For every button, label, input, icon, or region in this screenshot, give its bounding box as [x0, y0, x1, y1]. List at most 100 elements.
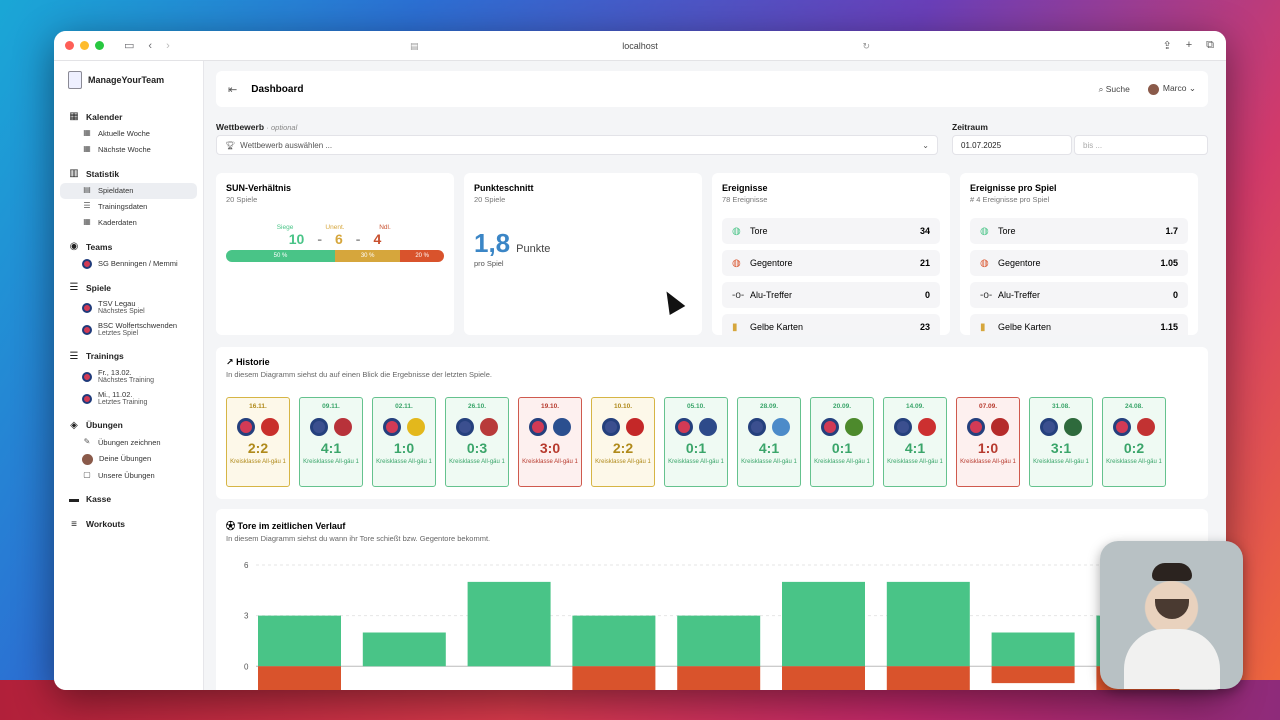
- epg-title: Ereignisse pro Spiel: [970, 183, 1057, 193]
- chevron-down-icon: ⌄: [922, 140, 929, 150]
- avatar: [82, 453, 93, 465]
- sidebar-item[interactable]: ▢ Unsere Übungen: [60, 468, 197, 484]
- event-label: Gelbe Karten: [998, 322, 1052, 332]
- game-card[interactable]: 26.10. 0:3 Kreisklasse All-gäu 1: [445, 397, 509, 487]
- share-icon[interactable]: ⇪: [1162, 40, 1172, 52]
- sidebar-section-7[interactable]: ≡ Workouts: [60, 515, 197, 534]
- back-icon[interactable]: ‹: [148, 39, 153, 52]
- avatar: [1147, 83, 1159, 95]
- search-button[interactable]: ⌕ Suche: [1099, 84, 1130, 95]
- opponent-crest-icon: [1064, 418, 1082, 436]
- zoom-window-button[interactable]: [95, 41, 104, 50]
- calendar-week-icon: ▦: [83, 144, 91, 153]
- losses-segment: 20 %: [400, 250, 444, 262]
- sidebar-item[interactable]: TSV Legau Nächstes Spiel: [60, 297, 197, 319]
- game-card[interactable]: 09.11. 4:1 Kreisklasse All-gäu 1: [299, 397, 363, 487]
- address-bar[interactable]: ▤ localhost ↻: [404, 37, 876, 55]
- tabs-overview-icon[interactable]: ⧉: [1206, 39, 1214, 51]
- home-crest-icon: [456, 418, 474, 436]
- sidebar-item[interactable]: ✎ Übungen zeichnen: [60, 435, 197, 451]
- search-icon: ⌕: [1098, 83, 1104, 94]
- game-card[interactable]: 14.09. 4:1 Kreisklasse All-gäu 1: [883, 397, 947, 487]
- reload-icon[interactable]: ↻: [862, 40, 870, 51]
- training-icon: ☰: [83, 201, 91, 210]
- event-value: 34: [919, 226, 930, 236]
- collapse-sidebar-icon[interactable]: ⇤: [228, 83, 238, 96]
- sidebar-item-label: TSV Legau: [98, 299, 136, 308]
- sidebar-item[interactable]: Deine Übungen: [60, 451, 197, 468]
- competition-select[interactable]: 🏆︎ Wettbewerb auswählen ... ⌄: [216, 135, 938, 155]
- sidebar-section-4[interactable]: ☰ Trainings: [60, 347, 197, 366]
- forward-icon[interactable]: ›: [166, 39, 170, 52]
- game-card[interactable]: 24.08. 0:2 Kreisklasse All-gäu 1: [1102, 397, 1166, 487]
- goals-chart-panel: ⚽︎ Tore im zeitlichen Verlauf In diesem …: [216, 509, 1208, 690]
- sidebar-item[interactable]: ▤ Spieldaten: [60, 183, 197, 199]
- draws-segment: 30 %: [335, 250, 401, 262]
- game-league: Kreisklasse All-gäu 1: [303, 459, 359, 465]
- goals-bar: [782, 581, 865, 667]
- sidebar-item[interactable]: ☰ Trainingsdaten: [60, 199, 197, 215]
- game-date: 28.09.: [759, 403, 779, 410]
- app-logo[interactable]: ManageYourTeam: [60, 71, 197, 101]
- sidebar-item-label: BSC Wolfertschwenden: [98, 320, 178, 330]
- game-card[interactable]: 19.10. 3:0 Kreisklasse All-gäu 1: [518, 397, 582, 487]
- user-name: Marco: [1162, 83, 1187, 94]
- separator: -: [355, 231, 361, 247]
- browser-window: ▭ ‹ › ▤ localhost ↻ ⇪ + ⧉ ManageYourTeam…: [54, 31, 1226, 690]
- minimize-window-button[interactable]: [80, 41, 89, 50]
- sidebar-item[interactable]: ▦ Nächste Woche: [60, 142, 197, 158]
- game-card[interactable]: 31.08. 3:1 Kreisklasse All-gäu 1: [1029, 397, 1093, 487]
- event-value: 1.7: [1165, 226, 1178, 236]
- goals-bar: [677, 615, 761, 667]
- main-content: ⇤ Dashboard ⌕ Suche Marco ⌄ Wettbewerb ·…: [204, 61, 1226, 690]
- game-card[interactable]: 05.10. 0:1 Kreisklasse All-gäu 1: [664, 397, 728, 487]
- new-tab-icon[interactable]: +: [1185, 39, 1193, 51]
- events-sub: 78 Ereignisse: [722, 195, 768, 204]
- sidebar-item[interactable]: Mi., 11.02. Letztes Training: [60, 388, 197, 410]
- sidebar-section-5[interactable]: ◈ Übungen: [60, 416, 197, 435]
- event-value: 0: [1172, 290, 1178, 300]
- sidebar-item[interactable]: BSC Wolfertschwenden Letztes Spiel: [60, 319, 197, 341]
- event-row: ◍ Tore 1.7: [970, 218, 1188, 244]
- game-card[interactable]: 07.09. 1:0 Kreisklasse All-gäu 1: [956, 397, 1020, 487]
- game-card[interactable]: 28.09. 4:1 Kreisklasse All-gäu 1: [737, 397, 801, 487]
- workout-icon: ≡: [71, 518, 77, 530]
- opponent-crest-icon: [626, 418, 644, 436]
- opponent-crest-icon: [407, 418, 425, 436]
- trophy-icon: 🏆︎: [225, 140, 236, 150]
- event-row: ▮ Gelbe Karten 1.15: [970, 314, 1188, 335]
- game-card[interactable]: 02.11. 1:0 Kreisklasse All-gäu 1: [372, 397, 436, 487]
- sidebar-section-0[interactable]: ▦ Kalender: [60, 107, 197, 126]
- sidebar-section-6[interactable]: ▬ Kasse: [60, 490, 197, 509]
- events-per-game-card: Ereignisse pro Spiel # 4 Ereignisse pro …: [960, 173, 1198, 335]
- game-score: 1:0: [393, 440, 415, 456]
- game-card[interactable]: 20.09. 0:1 Kreisklasse All-gäu 1: [810, 397, 874, 487]
- user-menu[interactable]: Marco ⌄: [1147, 83, 1196, 95]
- sidebar-section-1[interactable]: ▥ Statistik: [60, 164, 197, 183]
- game-score: 3:1: [1050, 440, 1072, 456]
- goals-against-bar: [258, 666, 341, 690]
- ball-against-icon: ◍: [980, 257, 989, 269]
- game-date: 16.11.: [249, 403, 267, 410]
- event-label: Gegentore: [750, 258, 793, 268]
- home-crest-icon: [1113, 418, 1131, 436]
- sidebar-section-3[interactable]: ☰ Spiele: [60, 278, 197, 297]
- period-from-input[interactable]: 01.07.2025: [952, 135, 1072, 155]
- goals-chart: 6 3 0: [244, 561, 1180, 690]
- game-card[interactable]: 16.11. 2:2 Kreisklasse All-gäu 1: [226, 397, 290, 487]
- ball-icon: ◍: [732, 225, 741, 237]
- sidebar-toggle-icon[interactable]: ▭: [124, 40, 135, 52]
- game-score: 2:2: [247, 440, 269, 456]
- opponent-crest-icon: [918, 418, 936, 436]
- sidebar-item[interactable]: SG Benningen / Memmi: [60, 256, 197, 272]
- sidebar-item[interactable]: ▦ Aktuelle Woche: [60, 126, 197, 142]
- period-to-input[interactable]: bis ...: [1074, 135, 1208, 155]
- goals-chart-sub: In diesem Diagramm siehst du wann ihr To…: [226, 534, 491, 543]
- home-crest-icon: [1040, 418, 1058, 436]
- game-score: 0:2: [1123, 440, 1145, 456]
- game-card[interactable]: 10.10. 2:2 Kreisklasse All-gäu 1: [591, 397, 655, 487]
- sidebar-item[interactable]: ▦ Kaderdaten: [60, 215, 197, 231]
- sidebar-item[interactable]: Fr., 13.02. Nächstes Training: [60, 366, 197, 388]
- close-window-button[interactable]: [65, 41, 74, 50]
- sidebar-section-2[interactable]: ◉ Teams: [60, 237, 197, 256]
